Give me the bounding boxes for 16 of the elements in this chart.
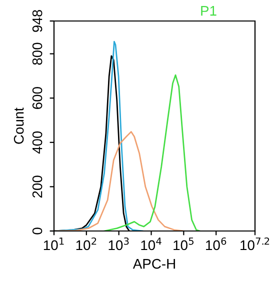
y-axis-title: Count: [14, 108, 24, 144]
y-tick-label: 600: [32, 87, 42, 109]
x-tick-label: 10$^{4}$: [141, 238, 162, 250]
y-tick-label: 948: [32, 10, 42, 32]
x-axis-title: APC-H: [132, 258, 175, 269]
x-tick-label: 10$^{2}$: [76, 237, 96, 250]
y-tick-label: 0: [32, 228, 42, 234]
x-tick-label: 10$^{1}$: [44, 238, 64, 250]
x-tick-label: 10$^{5}$: [174, 238, 194, 250]
y-tick-label: 400: [32, 131, 42, 154]
x-tick-label: 10$^{3}$: [108, 237, 129, 250]
x-tick-label: 10$^{6}$: [206, 237, 226, 250]
x-tick-label: 10$^{7.2}$: [240, 237, 270, 250]
text: P1: [201, 6, 216, 16]
y-tick-label: 800: [32, 42, 42, 65]
y-tick-label: 200: [32, 176, 42, 198]
